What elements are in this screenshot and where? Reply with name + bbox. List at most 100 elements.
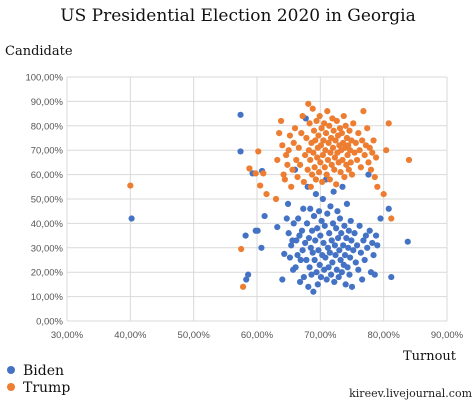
trump-point	[260, 170, 267, 177]
biden-point	[348, 237, 355, 244]
trump-point	[331, 154, 338, 161]
biden-point	[288, 242, 295, 249]
trump-point	[372, 154, 380, 161]
biden-point	[300, 273, 307, 281]
trump-point	[323, 171, 330, 178]
biden-point	[302, 239, 309, 247]
trump-point	[274, 156, 281, 164]
trump-point	[322, 130, 330, 137]
biden-point	[340, 242, 347, 249]
trump-point	[324, 156, 332, 164]
trump-point	[317, 159, 324, 166]
data-points	[127, 100, 413, 295]
trump-point	[298, 130, 305, 137]
trump-point	[353, 156, 361, 164]
biden-point	[326, 230, 333, 237]
trump-point	[312, 137, 319, 144]
biden-point	[324, 244, 332, 251]
biden-point	[337, 256, 344, 264]
biden-point	[359, 276, 366, 283]
trump-point	[309, 171, 316, 178]
biden-point	[297, 256, 304, 264]
biden-point	[360, 237, 367, 244]
credit-text: kireev.livejournal.com	[349, 387, 472, 400]
y-tick-label: 40,00%	[31, 219, 64, 230]
biden-point	[328, 271, 335, 278]
biden-point	[128, 215, 135, 222]
trump-point	[339, 156, 346, 164]
biden-point	[292, 264, 299, 271]
trump-point	[318, 125, 325, 132]
biden-point	[309, 249, 316, 256]
trump-point	[252, 170, 259, 177]
biden-point	[329, 220, 337, 227]
trump-point	[374, 183, 381, 190]
biden-point	[335, 273, 342, 281]
biden-point	[295, 215, 302, 222]
biden-point	[284, 200, 292, 207]
y-tick-label: 60,00%	[31, 170, 64, 181]
trump-point	[336, 125, 344, 132]
trump-point	[345, 166, 352, 173]
biden-point	[331, 278, 338, 286]
trump-point	[319, 151, 326, 159]
trump-point	[360, 108, 367, 115]
trump-point	[321, 164, 328, 171]
trump-point	[405, 156, 413, 164]
trump-point	[304, 166, 311, 173]
trump-point	[329, 144, 337, 151]
trump-point	[313, 117, 320, 125]
biden-point	[343, 200, 351, 207]
biden-point	[351, 230, 358, 237]
trump-point	[315, 169, 323, 176]
biden-point	[355, 266, 362, 273]
legend-label-trump: Trump	[23, 380, 70, 396]
trump-point	[246, 165, 253, 172]
biden-point	[261, 212, 268, 220]
biden-point	[352, 259, 359, 266]
biden-point	[334, 208, 341, 215]
trump-point	[281, 176, 288, 183]
trump-point	[340, 112, 347, 120]
biden-point	[347, 217, 354, 225]
trump-point	[345, 142, 352, 149]
trump-point	[279, 142, 286, 149]
biden-point	[317, 273, 325, 281]
biden-point	[310, 288, 317, 295]
trump-point	[272, 195, 280, 203]
biden-point	[343, 234, 350, 242]
trump-point	[361, 151, 368, 159]
series-trump	[127, 100, 413, 290]
biden-point	[328, 237, 335, 244]
trump-point	[338, 130, 345, 137]
x-tick-label: 60,00%	[241, 330, 274, 341]
trump-point	[295, 144, 302, 151]
trump-point	[299, 112, 306, 120]
biden-point	[314, 225, 321, 232]
trump-point	[280, 171, 287, 178]
biden-point	[303, 220, 311, 227]
biden-point	[336, 247, 343, 254]
biden-point	[334, 234, 342, 242]
biden-point	[330, 188, 337, 195]
biden-point	[388, 273, 395, 281]
trump-point	[289, 166, 296, 173]
biden-point	[311, 256, 318, 264]
biden-point	[305, 234, 313, 242]
trump-point	[383, 147, 390, 154]
x-tick-label: 40,00%	[114, 330, 147, 341]
biden-point	[404, 238, 411, 245]
trump-point	[351, 149, 358, 156]
legend-label-biden: Biden	[23, 363, 64, 379]
biden-point	[305, 283, 312, 290]
biden-point	[237, 148, 244, 155]
trump-point	[326, 122, 333, 129]
trump-point	[331, 166, 338, 173]
biden-point	[338, 230, 345, 237]
trump-point	[340, 139, 347, 146]
trump-point	[366, 144, 373, 151]
trump-point	[309, 105, 316, 112]
trump-point	[127, 182, 134, 189]
biden-point	[342, 281, 349, 288]
